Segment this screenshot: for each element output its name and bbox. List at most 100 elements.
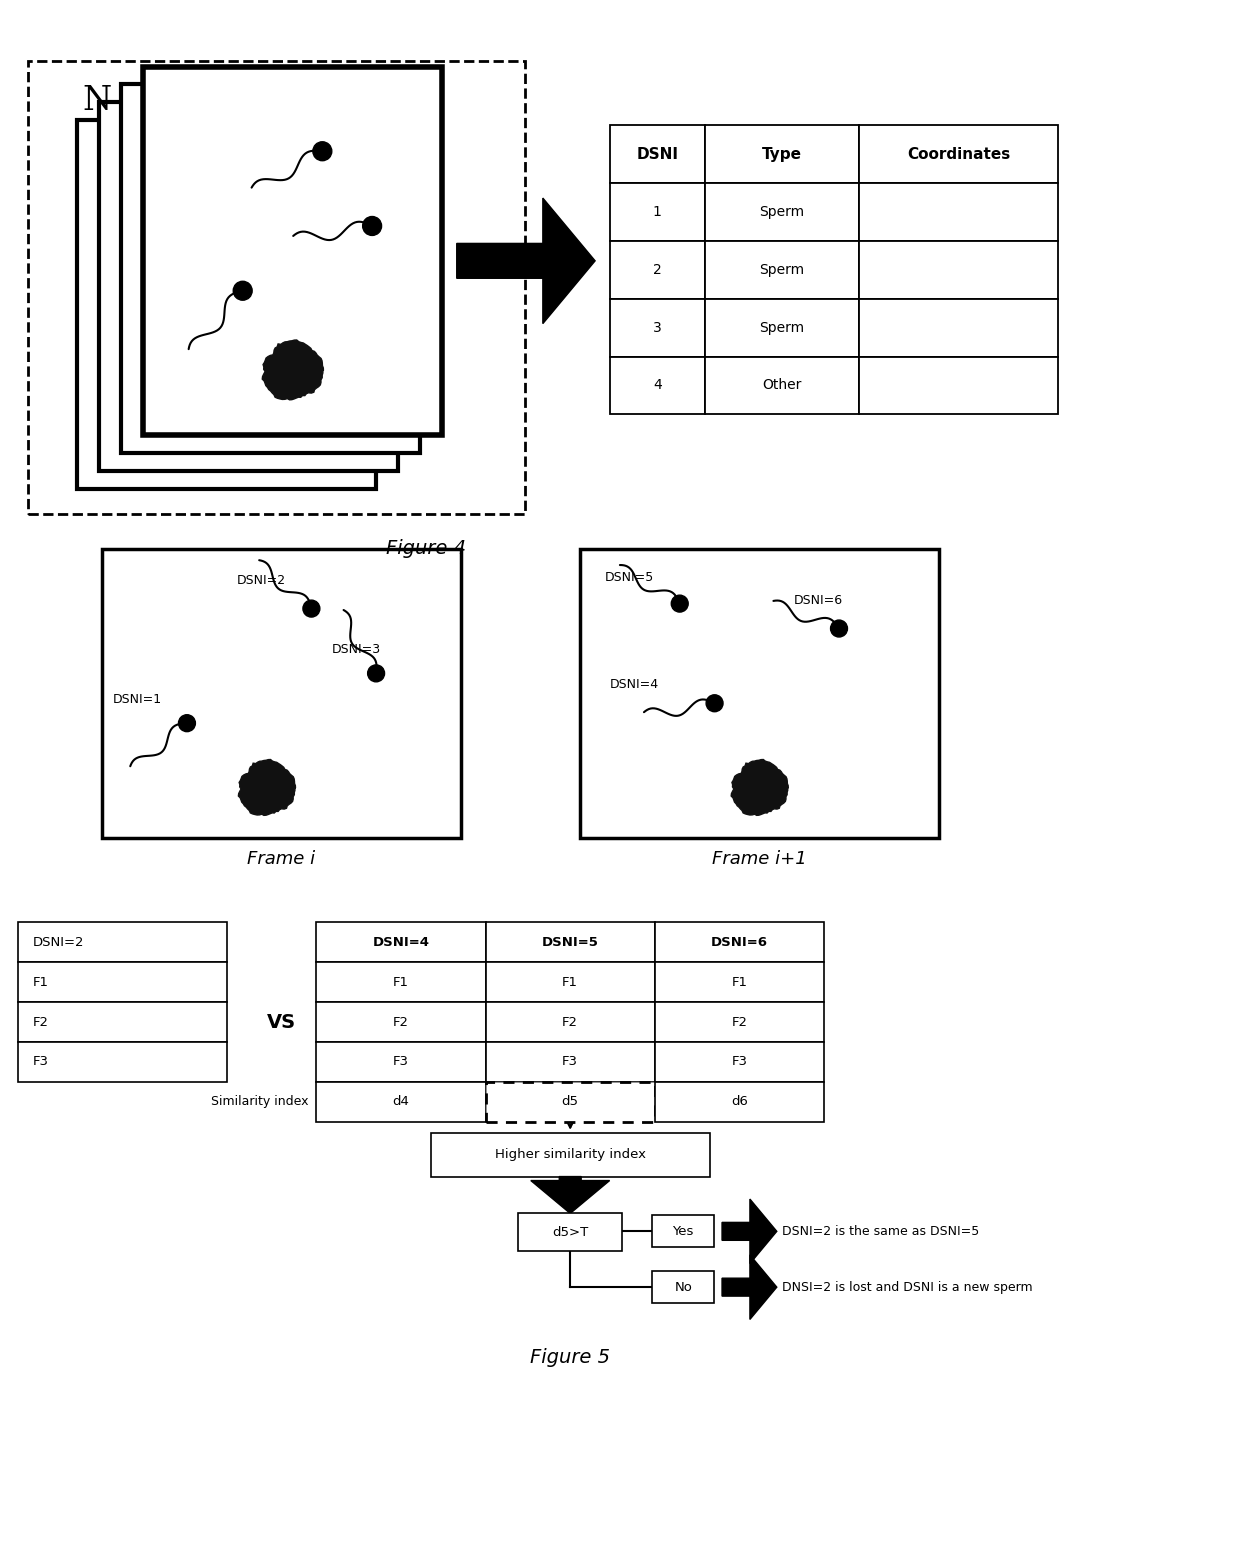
Circle shape [671,594,688,611]
Text: F3: F3 [393,1056,409,1068]
Text: VS: VS [267,1012,296,1031]
Text: Higher similarity index: Higher similarity index [495,1149,646,1161]
Circle shape [233,282,252,300]
Bar [610,356,704,415]
Bar [122,85,420,454]
Text: Frame i+1: Frame i+1 [712,850,807,868]
Text: 2: 2 [653,263,662,277]
Circle shape [831,621,847,636]
Bar [859,356,1058,415]
Text: F3: F3 [32,1056,48,1068]
Text: DNSI=2 is lost and DSNI is a new sperm: DNSI=2 is lost and DSNI is a new sperm [781,1280,1033,1294]
Bar [859,183,1058,241]
Bar [143,67,441,435]
Text: Sperm: Sperm [759,320,805,334]
Circle shape [303,601,320,618]
Bar [652,1215,714,1248]
Polygon shape [456,198,595,324]
Circle shape [367,666,384,681]
Bar [655,963,825,1002]
Bar [99,102,398,471]
Bar [859,241,1058,299]
Text: DSNI=3: DSNI=3 [331,644,381,656]
Bar [486,1082,655,1122]
Bar [652,1271,714,1303]
Bar [316,923,486,963]
Polygon shape [238,760,295,816]
Text: Yes: Yes [672,1224,694,1238]
Text: DSNI=6: DSNI=6 [711,937,768,949]
Text: DSNI=5: DSNI=5 [605,571,655,584]
Bar [17,1042,227,1082]
Text: 1: 1 [653,204,662,218]
Text: Sperm: Sperm [759,263,805,277]
Text: 4: 4 [653,378,662,392]
Text: F1: F1 [32,975,48,989]
Text: F1: F1 [393,975,409,989]
Bar [316,1082,486,1122]
Text: DSNI=2 is the same as DSNI=5: DSNI=2 is the same as DSNI=5 [781,1224,980,1238]
Bar [704,125,859,183]
Text: No: No [675,1280,692,1294]
Bar [17,1002,227,1042]
Text: F1: F1 [732,975,748,989]
Polygon shape [722,1200,776,1263]
Bar [316,1042,486,1082]
Text: DSNI: DSNI [636,147,678,161]
Text: N: N [82,85,112,118]
Bar [610,241,704,299]
Text: F2: F2 [562,1015,578,1028]
Text: DSNI=4: DSNI=4 [372,937,429,949]
Bar [704,241,859,299]
Text: F1: F1 [562,975,578,989]
Bar [655,923,825,963]
Bar [610,183,704,241]
Circle shape [706,695,723,712]
Bar [610,125,704,183]
Bar [17,923,227,963]
Text: DSNI=5: DSNI=5 [542,937,599,949]
Text: F2: F2 [32,1015,48,1028]
Polygon shape [732,760,789,816]
Bar [430,1133,709,1176]
Bar [486,963,655,1002]
Polygon shape [531,1176,610,1214]
Bar [17,963,227,1002]
Bar [655,1002,825,1042]
Bar [610,299,704,356]
Bar [580,550,939,837]
Text: Similarity index: Similarity index [211,1096,309,1108]
Text: d4: d4 [393,1096,409,1108]
Bar [704,299,859,356]
Bar [27,60,526,514]
Bar [486,1042,655,1082]
Text: d6: d6 [732,1096,748,1108]
Bar [486,923,655,963]
Bar [655,1082,825,1122]
Circle shape [312,142,332,161]
Bar [77,121,376,489]
Bar [316,1002,486,1042]
Text: DSNI=1: DSNI=1 [113,694,161,706]
Bar [486,1002,655,1042]
Text: Coordinates: Coordinates [906,147,1011,161]
Text: d5>T: d5>T [552,1226,588,1238]
Bar [859,125,1058,183]
Bar [316,963,486,1002]
Text: d5: d5 [562,1096,579,1108]
Text: Sperm: Sperm [759,204,805,218]
Bar [704,356,859,415]
Text: 3: 3 [653,320,662,334]
Bar [518,1214,622,1251]
Text: Figure 5: Figure 5 [531,1348,610,1367]
Text: Type: Type [761,147,802,161]
Polygon shape [262,341,324,399]
Text: F2: F2 [393,1015,409,1028]
Text: F3: F3 [562,1056,578,1068]
Text: DSNI=6: DSNI=6 [794,593,843,607]
Text: DSNI=4: DSNI=4 [610,678,660,692]
Text: Figure 4: Figure 4 [386,539,466,557]
Circle shape [362,217,382,235]
Bar [655,1042,825,1082]
Text: F3: F3 [732,1056,748,1068]
